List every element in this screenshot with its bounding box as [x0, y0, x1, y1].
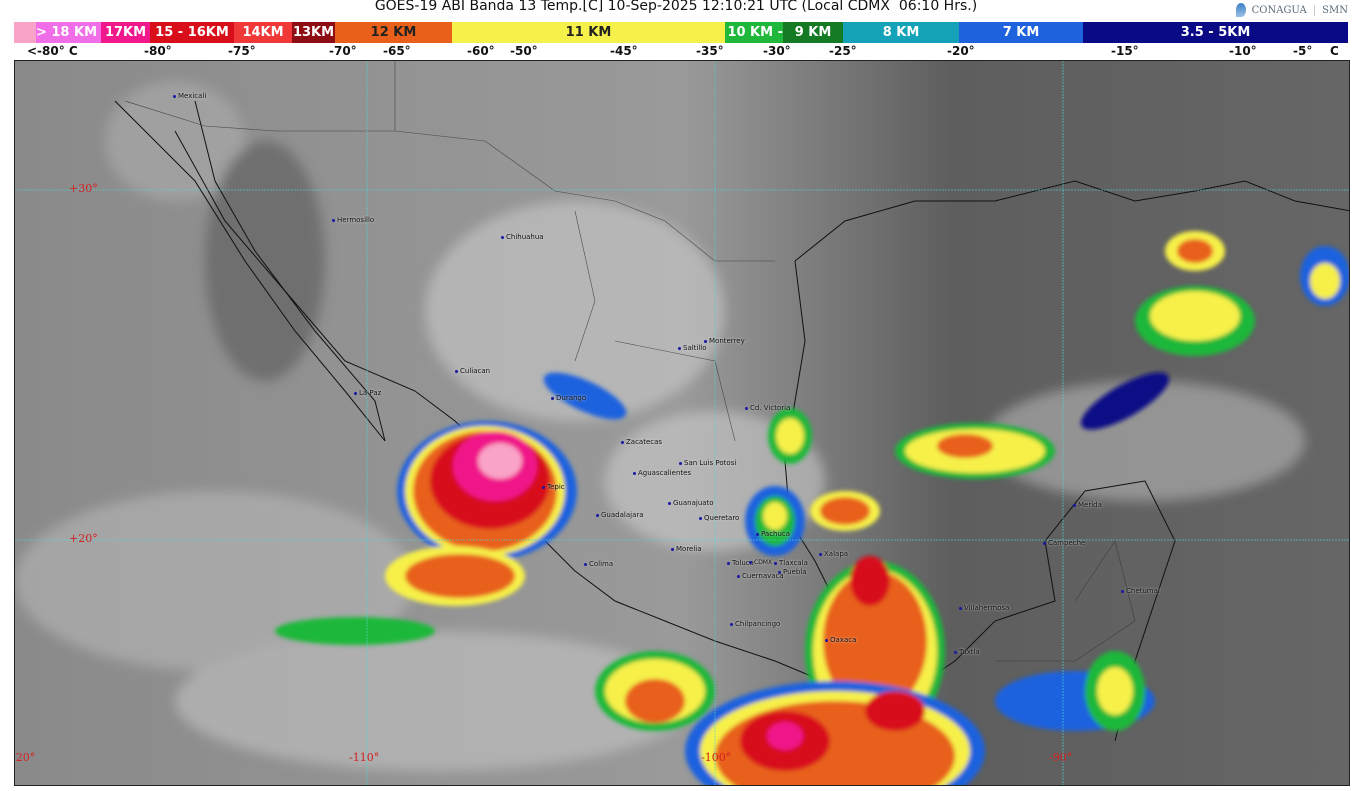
city-label: Mexicali	[173, 92, 206, 100]
city-label: Toluca	[727, 559, 754, 567]
temp-label: -25°	[829, 44, 857, 58]
city-label: Colima	[584, 560, 613, 568]
storm-chiapas	[995, 651, 1155, 731]
city-label: Pachuca	[756, 530, 790, 538]
lat-label: +30°	[69, 182, 98, 195]
legend-segment: 3.5 - 5KM	[1083, 22, 1348, 43]
lat-label: +20°	[69, 532, 98, 545]
city-label: Campeche	[1043, 539, 1085, 547]
storm-guerrero	[595, 651, 715, 731]
city-label: CDMX	[749, 559, 772, 566]
state-borders	[124, 61, 1136, 662]
city-label: Cuernavaca	[737, 572, 784, 580]
city-label: Tuxtla	[954, 648, 980, 656]
city-label: Queretaro	[699, 514, 739, 522]
conagua-logo-icon	[1235, 3, 1246, 17]
storm-tamaulipas	[768, 408, 812, 464]
city-label: La Paz	[354, 389, 381, 397]
temp-label: <-80° C	[27, 44, 78, 58]
temp-label: -70°	[329, 44, 357, 58]
temp-label: -75°	[228, 44, 256, 58]
temp-label: -50°	[510, 44, 538, 58]
storm-tepic-tail	[275, 546, 525, 645]
city-label: Durango	[551, 394, 586, 402]
conagua-logo: CONAGUA	[1251, 4, 1307, 16]
temperature-scale: <-80° C -80° -75° -70° -65° -60° -50° -4…	[0, 44, 1352, 60]
legend-segment: 10 KM -	[725, 22, 783, 43]
city-label: Zacatecas	[621, 438, 662, 446]
city-label: Oaxaca	[825, 636, 856, 644]
legend-segment: 11 KM	[452, 22, 725, 43]
satellite-map: +30° +20° -120° -110° -100° -90° Mexical…	[14, 60, 1350, 786]
legend-segment: 14KM	[234, 22, 292, 43]
temp-label: -20°	[947, 44, 975, 58]
legend-segment: 13KM	[292, 22, 335, 43]
legend-segment: 17KM	[101, 22, 150, 43]
lon-label: -110°	[349, 751, 380, 764]
lon-label: -120°	[15, 751, 36, 764]
lon-label: -100°	[701, 751, 732, 764]
temp-label: -35°	[696, 44, 724, 58]
city-label: Cd. Victoria	[745, 404, 790, 412]
city-label: Culiacan	[455, 367, 490, 375]
city-label: Aguascalientes	[633, 469, 691, 477]
city-label: Puebla	[778, 568, 807, 576]
lat-lon-grid	[15, 61, 1349, 785]
city-label: Chihuahua	[501, 233, 544, 241]
city-label: Xalapa	[819, 550, 848, 558]
temp-label: -10°	[1229, 44, 1257, 58]
city-label: Saltillo	[678, 344, 707, 352]
convective-clouds	[275, 231, 1349, 785]
temp-label: -45°	[610, 44, 638, 58]
legend-segment: 12 KM	[335, 22, 452, 43]
temp-label: -15°	[1111, 44, 1139, 58]
legend-segment: 7 KM	[959, 22, 1083, 43]
storm-gulf	[895, 423, 1055, 479]
legend-segment: 9 KM	[783, 22, 843, 43]
temp-label: -80°	[144, 44, 172, 58]
storm-gulf-east	[1080, 231, 1255, 430]
storm-pachuca	[745, 486, 805, 556]
city-label: Merida	[1073, 501, 1102, 509]
temp-label: -65°	[383, 44, 411, 58]
city-label: Guanajuato	[668, 499, 714, 507]
city-label: Monterrey	[704, 337, 745, 345]
temp-label: -30°	[763, 44, 791, 58]
city-label: Guadalajara	[596, 511, 644, 519]
temp-label: C	[1330, 44, 1339, 58]
temp-label: -5°	[1293, 44, 1313, 58]
storm-veracruz	[810, 491, 880, 531]
agency-logos: CONAGUA | SMN	[1235, 3, 1348, 17]
storm-tepic	[397, 421, 577, 561]
storm-south	[685, 681, 985, 785]
legend-segment: 15 - 16KM	[150, 22, 234, 43]
legend-segment	[14, 22, 32, 43]
city-label: Chetumal	[1121, 587, 1160, 595]
city-label: Morelia	[671, 545, 702, 553]
storm-east-edge	[1300, 246, 1349, 306]
legend-segment: > 18 KM	[32, 22, 101, 43]
city-label: San Luis Potosi	[679, 459, 736, 467]
smn-logo: SMN	[1322, 4, 1348, 16]
color-scale-legend: > 18 KM 17KM 15 - 16KM 14KM 13KM 12 KM 1…	[14, 22, 1348, 43]
city-label: Villahermosa	[959, 604, 1009, 612]
city-label: Tepic	[542, 483, 565, 491]
city-label: Chilpancingo	[730, 620, 780, 628]
temp-label: -60°	[467, 44, 495, 58]
city-label: Hermosillo	[332, 216, 374, 224]
image-title: GOES-19 ABI Banda 13 Temp.[C] 10-Sep-202…	[374, 0, 978, 14]
lon-label: -90°	[1049, 751, 1073, 764]
city-label: Tlaxcala	[774, 559, 808, 567]
satellite-imagery	[15, 61, 1349, 785]
legend-segment: 8 KM	[843, 22, 959, 43]
